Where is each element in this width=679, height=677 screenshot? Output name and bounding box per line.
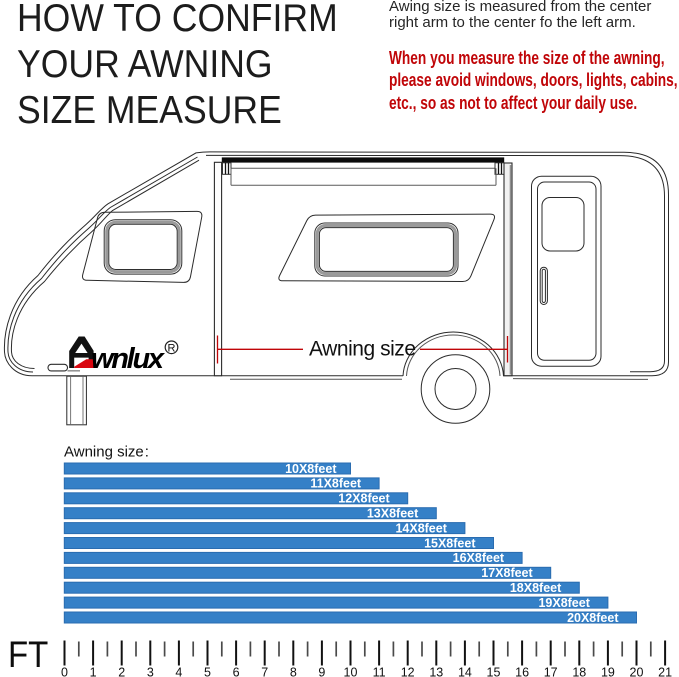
svg-text:13: 13 xyxy=(429,666,443,677)
svg-text:7: 7 xyxy=(261,666,268,677)
svg-text:15: 15 xyxy=(487,666,501,677)
svg-text:11: 11 xyxy=(373,666,386,677)
svg-text:11X8feet: 11X8feet xyxy=(310,477,362,491)
svg-text:19: 19 xyxy=(601,666,615,677)
svg-text:6: 6 xyxy=(233,666,240,677)
svg-text:20: 20 xyxy=(630,666,644,677)
svg-text:R: R xyxy=(168,342,176,354)
svg-text:20X8feet: 20X8feet xyxy=(567,611,619,625)
svg-text:Awning size: Awning size xyxy=(309,338,416,361)
svg-text:12: 12 xyxy=(401,666,415,677)
svg-text:5: 5 xyxy=(204,666,211,677)
svg-text:2: 2 xyxy=(118,666,125,677)
svg-text:8: 8 xyxy=(290,666,297,677)
svg-text:17: 17 xyxy=(544,666,558,677)
svg-text:wnlux: wnlux xyxy=(91,343,166,375)
svg-text:10: 10 xyxy=(344,666,358,677)
svg-text:9: 9 xyxy=(318,666,325,677)
svg-text:15X8feet: 15X8feet xyxy=(424,536,476,550)
svg-text:17X8feet: 17X8feet xyxy=(481,566,533,580)
svg-text:0: 0 xyxy=(61,666,68,677)
svg-text:Awning size:: Awning size: xyxy=(64,444,149,461)
svg-text:21: 21 xyxy=(658,666,672,677)
svg-text:10X8feet: 10X8feet xyxy=(285,462,337,476)
svg-text:18: 18 xyxy=(572,666,586,677)
svg-text:1: 1 xyxy=(90,666,97,677)
svg-text:FT: FT xyxy=(8,634,48,675)
svg-text:14X8feet: 14X8feet xyxy=(395,521,447,535)
svg-text:18X8feet: 18X8feet xyxy=(510,581,562,595)
svg-text:3: 3 xyxy=(147,666,154,677)
svg-text:16: 16 xyxy=(515,666,529,677)
svg-text:19X8feet: 19X8feet xyxy=(538,596,590,610)
svg-text:16X8feet: 16X8feet xyxy=(453,551,505,565)
svg-text:14: 14 xyxy=(458,666,472,677)
svg-text:4: 4 xyxy=(175,666,182,677)
svg-text:13X8feet: 13X8feet xyxy=(367,507,419,521)
svg-text:12X8feet: 12X8feet xyxy=(338,492,390,506)
